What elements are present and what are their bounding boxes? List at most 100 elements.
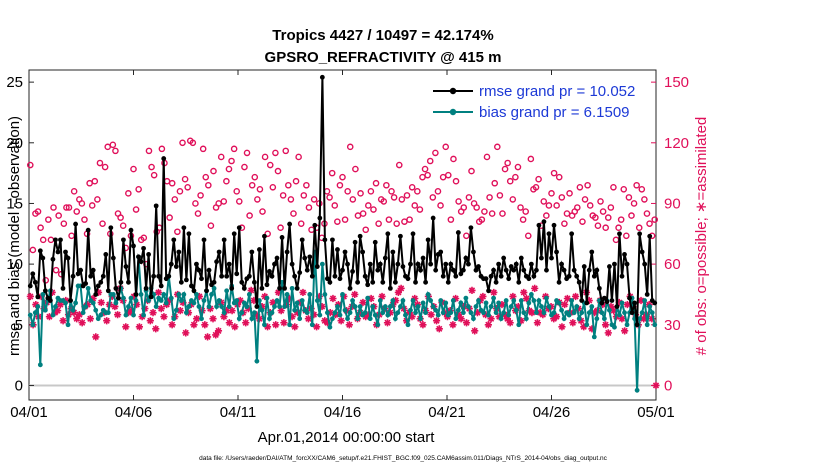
x-tick-label: 05/01 (637, 404, 675, 421)
possible-obs-marker (576, 183, 584, 191)
data-file-footnote: data file: /Users/raeder/DAI/ATM_forcXX/… (199, 455, 608, 462)
possible-obs-marker (468, 167, 475, 175)
bias-point (649, 310, 655, 316)
rmse-point (156, 273, 162, 279)
rmse-point (418, 267, 423, 273)
bias-point (642, 298, 648, 303)
assimilated-obs-marker (351, 290, 359, 299)
possible-obs-marker (112, 147, 119, 155)
bias-point (345, 316, 350, 322)
rmse-point (55, 249, 61, 255)
bias-point (267, 316, 272, 322)
bias-point (591, 334, 597, 340)
rmse-point (274, 255, 280, 261)
bias-point (163, 300, 169, 306)
bias-point (455, 307, 461, 313)
rmse-point (206, 267, 212, 273)
rmse-point (473, 267, 479, 273)
assimilated-obs-marker (367, 294, 375, 303)
bias-point (556, 300, 562, 306)
possible-obs-marker (63, 204, 70, 211)
rmse-point (126, 279, 131, 285)
possible-obs-marker (326, 194, 333, 201)
possible-obs-marker (272, 149, 279, 157)
assimilated-obs-marker (220, 313, 228, 321)
possible-obs-marker (194, 210, 202, 217)
rmse-point (395, 261, 401, 267)
rmse-point (488, 273, 494, 279)
assimilated-obs-marker (531, 284, 539, 292)
possible-obs-marker (145, 147, 153, 155)
possible-obs-marker (633, 181, 640, 189)
possible-obs-marker (488, 210, 496, 217)
bias-point (191, 300, 197, 306)
rmse-point (302, 255, 308, 261)
rmse-point (518, 255, 524, 261)
possible-obs-marker (50, 204, 57, 211)
bias-point (372, 312, 378, 318)
bias-point (498, 316, 504, 322)
possible-obs-marker (390, 194, 398, 201)
possible-obs-marker (579, 218, 586, 225)
bias-point (516, 322, 522, 328)
bias-point (400, 298, 406, 303)
possible-obs-marker (566, 190, 573, 197)
rmse-point (236, 225, 242, 231)
assimilated-obs-marker (471, 327, 479, 335)
rmse-point (48, 298, 53, 303)
possible-obs-marker (34, 208, 42, 215)
x-tick-label: 04/16 (324, 404, 362, 421)
assimilated-obs-marker (84, 300, 92, 309)
possible-obs-marker (233, 188, 241, 195)
assimilated-obs-marker (299, 288, 307, 297)
rmse-point (609, 298, 615, 303)
possible-obs-marker (205, 181, 212, 189)
possible-obs-marker (88, 202, 96, 209)
bias-point (637, 316, 643, 322)
bias-point (32, 310, 38, 316)
rmse-point (138, 259, 144, 265)
bias-point (90, 300, 96, 306)
bias-point (105, 310, 111, 316)
possible-obs-marker (602, 224, 609, 232)
possible-obs-marker (452, 177, 460, 185)
bias-point (317, 312, 323, 318)
possible-obs-marker (486, 194, 493, 201)
bias-point (337, 312, 343, 318)
rmse-point (90, 267, 96, 273)
bias-point (194, 292, 199, 297)
possible-obs-marker (597, 198, 604, 205)
possible-obs-marker (279, 192, 287, 199)
rmse-point (58, 237, 63, 243)
rmse-point (231, 231, 237, 237)
rmse-point (264, 282, 270, 288)
rmse-point (471, 249, 476, 255)
bias-point (110, 292, 116, 297)
possible-obs-marker (117, 214, 124, 221)
rmse-point (413, 279, 418, 285)
bias-point (153, 304, 159, 309)
bias-point (53, 304, 58, 309)
assimilated-obs-marker (59, 317, 67, 325)
rmse-point (508, 264, 514, 269)
rmse-point (531, 273, 537, 279)
assimilated-obs-marker (236, 296, 244, 305)
rmse-point (226, 261, 232, 267)
possible-obs-marker (651, 216, 659, 223)
assimilated-obs-marker (386, 309, 394, 317)
rmse-point (37, 248, 43, 254)
bias-point (624, 322, 630, 328)
rmse-point (612, 261, 617, 267)
bias-point (264, 295, 270, 301)
bias-point (496, 300, 502, 306)
assimilated-obs-marker (146, 317, 154, 325)
possible-obs-marker (346, 143, 354, 151)
rmse-point (355, 279, 361, 285)
assimilated-obs-marker (637, 296, 645, 305)
assimilated-obs-marker (75, 311, 84, 319)
rmse-point (78, 267, 84, 273)
assimilated-obs-marker (533, 319, 542, 327)
possible-obs-marker (463, 232, 470, 240)
bias-point (571, 310, 577, 316)
rmse-point (216, 249, 222, 255)
